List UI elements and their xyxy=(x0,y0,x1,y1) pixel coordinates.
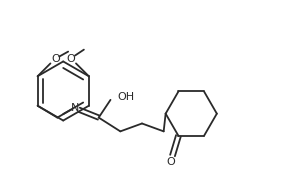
Text: O: O xyxy=(166,157,175,167)
Text: O: O xyxy=(67,54,76,64)
Text: O: O xyxy=(51,54,60,64)
Text: OH: OH xyxy=(117,92,135,102)
Text: N: N xyxy=(71,103,79,113)
